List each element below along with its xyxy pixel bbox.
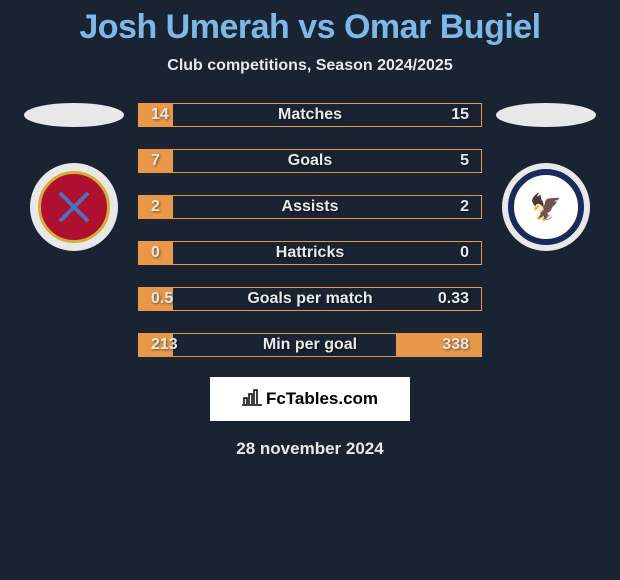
stat-label: Matches: [278, 106, 342, 124]
stat-value-left: 0.5: [151, 290, 173, 308]
date-label: 28 november 2024: [236, 439, 383, 459]
stat-label: Hattricks: [276, 244, 344, 262]
chart-icon: [242, 388, 262, 411]
stat-label: Assists: [282, 198, 339, 216]
eagle-icon: 🦅: [530, 192, 562, 223]
club-badge-left: [30, 163, 118, 251]
player-photo-placeholder-right: [496, 103, 596, 127]
stat-value-right: 15: [451, 106, 469, 124]
stat-label: Goals per match: [247, 290, 372, 308]
stat-bar: 7 Goals 5: [138, 149, 482, 173]
stat-value-right: 0.33: [438, 290, 469, 308]
stat-value-left: 0: [151, 244, 160, 262]
stat-value-right: 338: [442, 336, 469, 354]
club-badge-left-inner: [38, 171, 110, 243]
stat-bar: 0 Hattricks 0: [138, 241, 482, 265]
stat-value-right: 0: [460, 244, 469, 262]
stat-value-left: 14: [151, 106, 169, 124]
club-badge-right: 🦅: [502, 163, 590, 251]
stat-bar: 14 Matches 15: [138, 103, 482, 127]
club-cross-icon: [54, 187, 94, 227]
stat-bar: 2 Assists 2: [138, 195, 482, 219]
stat-value-left: 7: [151, 152, 160, 170]
left-player-col: [24, 103, 124, 251]
main-row: 14 Matches 15 7 Goals 5 2 Assists 2 0 Hattricks 0 0.…: [0, 103, 620, 357]
club-badge-right-inner: 🦅: [508, 169, 584, 245]
subtitle: Club competitions, Season 2024/2025: [167, 57, 452, 75]
brand-box[interactable]: FcTables.com: [210, 377, 410, 421]
page-title: Josh Umerah vs Omar Bugiel: [79, 8, 540, 47]
right-player-col: 🦅: [496, 103, 596, 251]
stat-value-right: 5: [460, 152, 469, 170]
stat-value-right: 2: [460, 198, 469, 216]
comparison-card: Josh Umerah vs Omar Bugiel Club competit…: [0, 0, 620, 459]
stats-column: 14 Matches 15 7 Goals 5 2 Assists 2 0 Hattricks 0 0.…: [138, 103, 482, 357]
brand-text: FcTables.com: [266, 389, 378, 409]
stat-value-left: 2: [151, 198, 160, 216]
stat-bar: 213 Min per goal 338: [138, 333, 482, 357]
stat-label: Goals: [288, 152, 332, 170]
stat-label: Min per goal: [263, 336, 357, 354]
stat-bar: 0.5 Goals per match 0.33: [138, 287, 482, 311]
player-photo-placeholder-left: [24, 103, 124, 127]
stat-value-left: 213: [151, 336, 178, 354]
